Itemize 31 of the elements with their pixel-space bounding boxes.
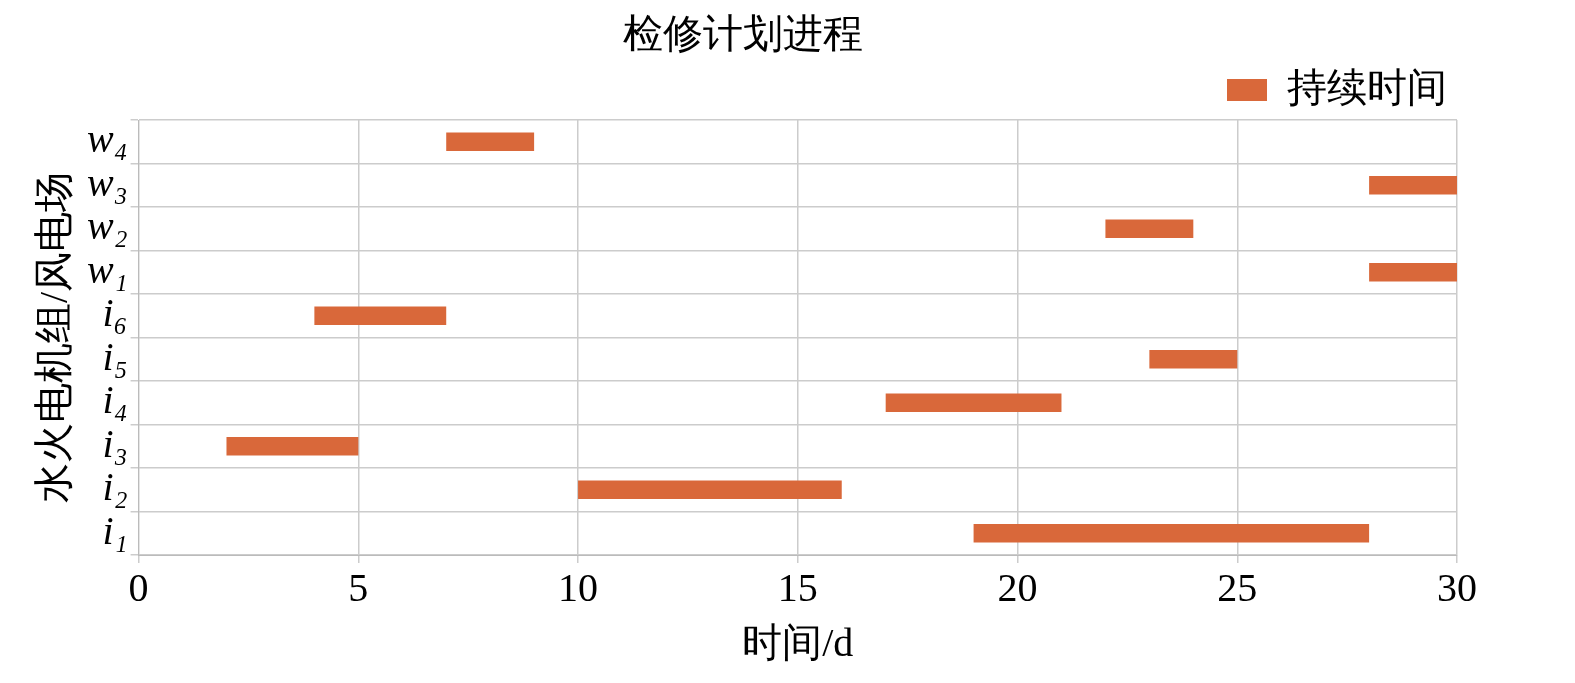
bar [1369, 176, 1457, 195]
legend-label: 持续时间 [1287, 64, 1447, 110]
y-tick-label: w₂ [86, 203, 128, 249]
x-tick-label: 15 [777, 564, 818, 610]
y-tick-label: w₁ [86, 246, 128, 292]
x-tick-label: 30 [1437, 564, 1477, 610]
y-tick-label: i₅ [102, 333, 128, 379]
y-axis-title: 水火电机组/风电场 [30, 171, 76, 504]
x-tick-label: 5 [348, 564, 369, 610]
y-tick-label: i₄ [102, 377, 128, 423]
x-tick-label: 25 [1217, 564, 1258, 610]
y-tick-label: i₁ [102, 507, 128, 553]
bar [1369, 263, 1457, 282]
bar [973, 524, 1370, 543]
y-tick-label: w₃ [86, 159, 128, 205]
bar [314, 306, 447, 325]
x-tick-label: 20 [997, 564, 1038, 610]
chart-title: 检修计划进程 [622, 10, 863, 56]
y-tick-label: i₃ [102, 420, 128, 466]
bar [226, 437, 359, 456]
bar [885, 393, 1062, 412]
bar [578, 480, 842, 499]
y-tick-label: i₂ [102, 464, 128, 510]
x-axis-title: 时间/d [742, 619, 854, 665]
x-tick-label: 0 [128, 564, 149, 610]
bar [1105, 219, 1194, 238]
bar [1149, 350, 1238, 369]
x-tick-label: 10 [558, 564, 599, 610]
y-tick-label: w₄ [86, 116, 128, 162]
y-tick-label: i₆ [102, 290, 128, 336]
bar [446, 132, 535, 151]
